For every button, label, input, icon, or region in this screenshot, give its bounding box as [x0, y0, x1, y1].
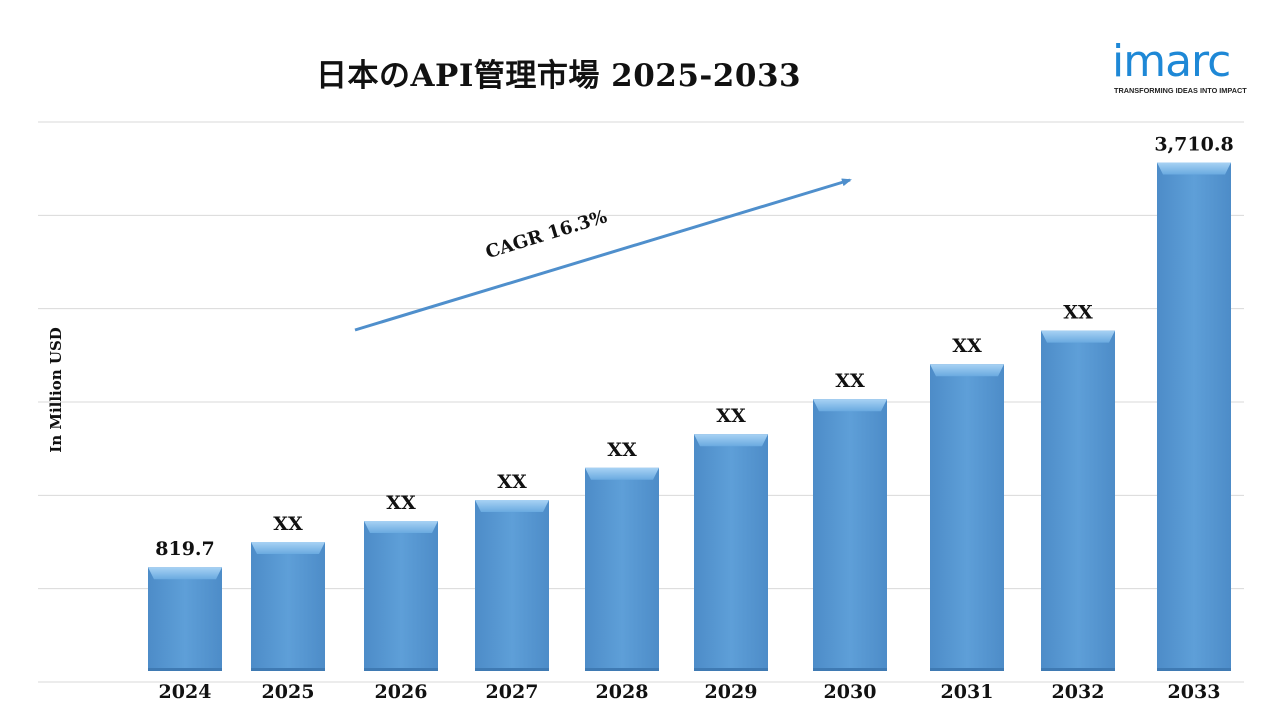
bar-2030	[813, 399, 887, 671]
data-label-2031: XX	[952, 335, 982, 357]
bar-cap	[475, 500, 549, 512]
bar-base	[1157, 668, 1231, 671]
bar-base	[585, 668, 659, 671]
data-label-2026: XX	[386, 492, 416, 514]
data-label-2032: XX	[1063, 302, 1093, 324]
bar-base	[364, 668, 438, 671]
x-tick-2026: 2026	[375, 681, 428, 703]
bar-base	[1041, 668, 1115, 671]
bar-base	[475, 668, 549, 671]
x-tick-2025: 2025	[262, 681, 315, 703]
bar-body	[364, 521, 438, 671]
bar-base	[251, 668, 325, 671]
x-tick-2027: 2027	[486, 681, 539, 703]
bar-cap	[1157, 162, 1231, 175]
bar-2024	[148, 567, 222, 671]
bars	[148, 162, 1231, 671]
x-tick-2033: 2033	[1168, 681, 1221, 703]
bar-cap	[251, 542, 325, 554]
bar-body	[1157, 162, 1231, 671]
bar-cap	[585, 467, 659, 480]
bar-cap	[694, 434, 768, 447]
bar-body	[930, 364, 1004, 671]
data-label-2029: XX	[716, 405, 746, 427]
data-labels: 819.7 XX XX XX XX XX XX XX XX 3,710.8	[155, 133, 1233, 560]
bar-body	[251, 542, 325, 671]
data-label-2028: XX	[607, 439, 637, 461]
bar-2033	[1157, 162, 1231, 671]
chart-title: 日本のAPI管理市場 2025-2033	[316, 58, 802, 94]
bar-body	[475, 500, 549, 671]
data-label-2024: 819.7	[155, 538, 215, 560]
data-label-2025: XX	[273, 513, 303, 535]
data-label-2033: 3,710.8	[1154, 133, 1233, 155]
data-label-2027: XX	[497, 471, 527, 493]
bar-2032	[1041, 330, 1115, 671]
logo-wordmark: imarc	[1112, 36, 1231, 87]
bar-cap	[1041, 330, 1115, 343]
bar-2028	[585, 467, 659, 671]
bar-2026	[364, 521, 438, 671]
imarc-logo: imarc TRANSFORMING IDEAS INTO IMPACT	[1112, 34, 1262, 100]
x-tick-2030: 2030	[824, 681, 877, 703]
bar-body	[1041, 330, 1115, 671]
bar-2027	[475, 500, 549, 671]
bar-cap	[813, 399, 887, 412]
x-tick-labels: 2024 2025 2026 2027 2028 2029 2030 2031 2032 2033	[159, 681, 1221, 703]
logo-tagline: TRANSFORMING IDEAS INTO IMPACT	[1114, 86, 1247, 95]
bar-cap	[930, 364, 1004, 377]
bar-2031	[930, 364, 1004, 671]
x-tick-2031: 2031	[941, 681, 994, 703]
bar-base	[148, 668, 222, 671]
bar-body	[585, 467, 659, 671]
bar-2025	[251, 542, 325, 671]
bar-body	[148, 567, 222, 671]
cagr-arrow	[354, 178, 852, 332]
bar-body	[813, 399, 887, 671]
bar-base	[930, 668, 1004, 671]
bar-cap	[148, 567, 222, 580]
bar-2029	[694, 434, 768, 671]
x-tick-2032: 2032	[1052, 681, 1105, 703]
x-tick-2028: 2028	[596, 681, 649, 703]
bar-body	[694, 434, 768, 671]
x-tick-2024: 2024	[159, 681, 212, 703]
x-tick-2029: 2029	[705, 681, 758, 703]
bar-base	[694, 668, 768, 671]
bar-cap	[364, 521, 438, 533]
bar-base	[813, 668, 887, 671]
cagr-annotation: CAGR 16.3%	[354, 178, 852, 332]
data-label-2030: XX	[835, 370, 865, 392]
